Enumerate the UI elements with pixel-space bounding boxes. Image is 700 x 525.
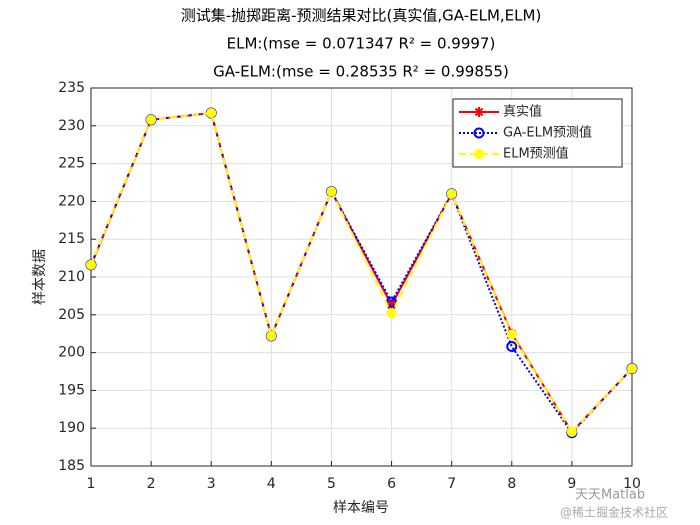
legend-label: 真实值 <box>503 104 542 120</box>
axes-box <box>90 87 633 467</box>
marker <box>146 114 157 125</box>
marker <box>446 188 457 199</box>
x-tick-label: 8 <box>507 476 516 492</box>
watermark: @稀土掘金技术社区 <box>560 505 668 520</box>
chart-subtitle: GA-ELM:(mse = 0.28535 R² = 0.99855) <box>213 63 509 81</box>
y-tick-label: 215 <box>58 231 85 247</box>
x-tick-label: 1 <box>87 476 96 492</box>
x-tick-label: 10 <box>623 476 641 492</box>
y-tick-label: 210 <box>58 269 85 285</box>
y-tick-label: 185 <box>58 458 85 474</box>
legend-label: GA-ELM预测值 <box>503 125 592 141</box>
x-tick-label: 3 <box>207 476 216 492</box>
marker <box>386 308 397 319</box>
chart-title: 测试集-抛掷距离-预测结果对比(真实值,GA-ELM,ELM) <box>181 7 542 25</box>
marker <box>266 330 277 341</box>
x-tick-label: 2 <box>147 476 156 492</box>
marker <box>566 426 577 437</box>
marker <box>506 329 517 340</box>
y-tick-label: 190 <box>58 420 85 436</box>
y-tick-label: 220 <box>58 193 85 209</box>
y-tick-label: 230 <box>58 118 85 134</box>
marker <box>326 186 337 197</box>
legend-marker <box>473 127 485 139</box>
y-tick-label: 235 <box>58 80 85 96</box>
y-tick-label: 195 <box>58 382 85 398</box>
chart-subtitle: ELM:(mse = 0.071347 R² = 0.9997) <box>227 35 496 53</box>
series-line <box>90 111 633 434</box>
y-tick-label: 205 <box>58 307 85 323</box>
marker <box>506 341 518 353</box>
x-tick-label: 5 <box>327 476 336 492</box>
x-axis-label: 样本编号 <box>333 500 389 516</box>
watermark: 天天Matlab <box>575 488 645 503</box>
y-tick-label: 225 <box>58 156 85 172</box>
marker <box>627 363 637 374</box>
marker <box>86 259 96 270</box>
marker <box>206 107 217 118</box>
y-tick-label: 200 <box>58 345 85 361</box>
marker <box>386 299 397 310</box>
x-tick-label: 7 <box>447 476 456 492</box>
legend-marker <box>474 149 484 159</box>
x-tick-label: 6 <box>387 476 396 492</box>
x-tick-label: 9 <box>567 476 576 492</box>
legend-marker <box>474 107 484 117</box>
legend-label: ELM预测值 <box>503 146 569 162</box>
y-axis-label: 样本数据 <box>32 249 48 305</box>
x-tick-label: 4 <box>267 476 276 492</box>
legend: 真实值 GA-ELM预测值 ELM预测值 <box>452 98 623 168</box>
